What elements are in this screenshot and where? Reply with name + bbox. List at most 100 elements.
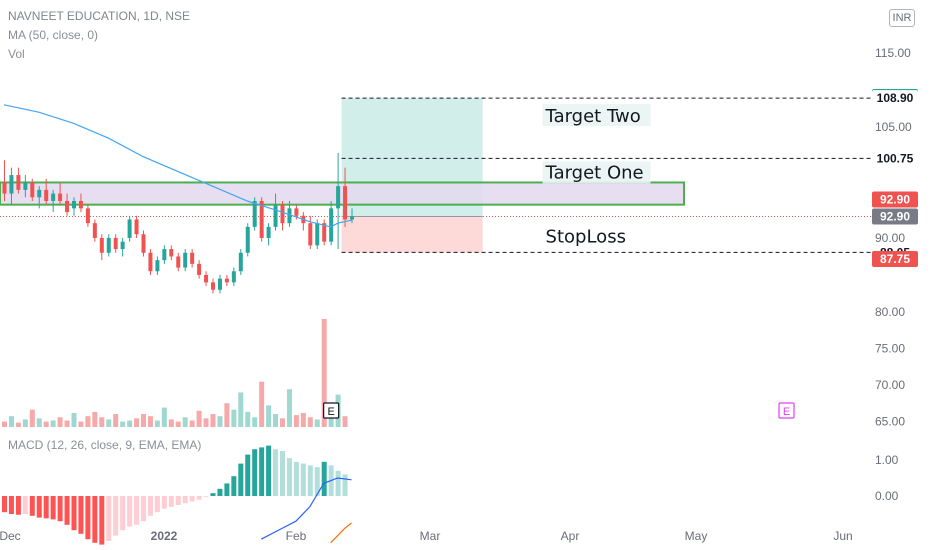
macd-histogram-bar <box>307 465 313 496</box>
macd-histogram-bar <box>57 496 63 522</box>
currency-button[interactable]: INR <box>889 9 915 27</box>
volume-bar <box>161 407 167 427</box>
volume-bar <box>168 419 174 427</box>
candle-body <box>294 208 299 216</box>
candle-body <box>252 200 257 227</box>
earnings-marker <box>323 402 340 419</box>
macd-histogram-bar <box>245 454 251 496</box>
candle-body <box>343 186 348 220</box>
price-axis-label: 70.00 <box>875 378 905 392</box>
macd-histogram-bar <box>300 463 306 496</box>
candle-body <box>65 200 70 213</box>
price-tag <box>872 90 918 107</box>
macd-histogram-bar <box>29 496 35 516</box>
macd-histogram-bar <box>238 463 244 496</box>
macd-histogram-bar <box>113 496 119 536</box>
target-two-label-bg <box>542 104 651 127</box>
price-tag-label: 87.75 <box>880 252 910 266</box>
candle-body <box>224 278 229 283</box>
macd-histogram-bar <box>36 496 42 518</box>
candle-body <box>120 241 125 250</box>
candle-body <box>308 223 313 246</box>
macd-layer <box>2 445 352 545</box>
macd-histogram-bar <box>8 496 14 514</box>
volume-bar <box>321 319 327 427</box>
volume-bar <box>259 381 265 427</box>
candle-body <box>51 193 56 201</box>
volume-bar <box>154 420 160 427</box>
time-axis-label: Mar <box>420 529 441 543</box>
macd-histogram-bar <box>314 467 320 496</box>
macd-histogram-bar <box>321 461 327 496</box>
candle-body <box>183 252 188 268</box>
candle-body <box>315 223 320 246</box>
volume-bar <box>175 421 181 427</box>
target-one-label-bg <box>542 161 651 184</box>
volume-bar <box>113 414 119 427</box>
candle-body <box>113 237 118 250</box>
macd-histogram-bar <box>252 449 258 496</box>
candle-body <box>211 282 215 290</box>
time-axis-label: Jun <box>833 529 852 543</box>
macd-histogram-bar <box>259 447 265 496</box>
candle-body <box>169 249 174 257</box>
price-axis-label: 75.00 <box>875 342 905 356</box>
volume-bar <box>196 410 202 427</box>
macd-histogram-bar <box>168 496 174 507</box>
volume-bar <box>182 417 188 427</box>
price-axis-label: 65.00 <box>875 415 905 429</box>
candle-body <box>141 234 146 253</box>
volume-bar <box>134 418 140 427</box>
macd-line <box>260 477 352 540</box>
time-axis-label: 2022 <box>151 529 178 543</box>
earnings-marker <box>778 402 795 419</box>
volume-legend[interactable]: Vol <box>8 47 25 61</box>
price-tag-label: 92.90 <box>880 192 910 206</box>
volume-bar <box>2 421 7 427</box>
volume-bar <box>106 419 112 427</box>
macd-histogram-bar <box>161 496 167 509</box>
volume-bar <box>64 420 70 427</box>
macd-histogram-bar <box>231 476 237 496</box>
macd-histogram-bar <box>71 496 77 531</box>
macd-histogram-bar <box>342 474 348 496</box>
macd-histogram-bar <box>106 496 112 541</box>
candle-body <box>2 182 7 194</box>
candle-body <box>9 175 14 194</box>
candle-body <box>58 193 63 201</box>
macd-legend[interactable]: MACD (12, 26, close, 9, EMA, EMA) <box>8 438 202 452</box>
candle-body <box>37 189 42 198</box>
macd-histogram-bar <box>147 496 153 516</box>
candle-body <box>78 200 83 209</box>
macd-histogram-bar <box>64 496 70 525</box>
candle-body <box>127 219 132 238</box>
volume-bar <box>300 412 306 427</box>
macd-histogram-bar <box>15 496 21 515</box>
volume-bar <box>231 409 237 427</box>
candle-body <box>217 278 222 290</box>
macd-axis-label: 0.00 <box>875 489 899 503</box>
volume-bar <box>203 418 209 427</box>
volume-bar <box>8 416 14 427</box>
loss-zone <box>341 216 483 253</box>
macd-histogram-bar <box>217 488 223 496</box>
macd-histogram-bar <box>196 496 202 500</box>
volume-bar <box>147 416 153 427</box>
candle-body <box>162 249 167 261</box>
candles-layer <box>2 152 354 294</box>
macd-histogram-bar <box>99 496 105 545</box>
candle-body <box>280 204 285 224</box>
macd-histogram-bar <box>286 458 292 496</box>
candle-body <box>176 256 181 268</box>
candle-body <box>16 175 21 190</box>
macd-histogram-bar <box>50 496 56 520</box>
ma-legend[interactable]: MA (50, close, 0) <box>8 28 99 42</box>
volume-bar <box>286 389 292 427</box>
ma-line <box>3 104 352 228</box>
volume-bar <box>217 416 223 427</box>
volume-bar <box>57 417 63 427</box>
macd-histogram-bar <box>154 496 160 513</box>
time-axis-label: Feb <box>286 529 307 543</box>
